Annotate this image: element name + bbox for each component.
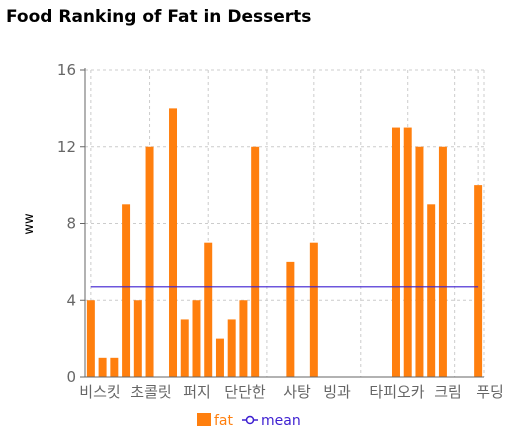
- legend-fat-label: fat: [214, 413, 234, 429]
- bar-7: [169, 108, 178, 377]
- x-tick-label-6: 타피오카: [369, 383, 424, 401]
- grid-lines: [85, 69, 485, 378]
- bar-8: [180, 319, 189, 377]
- bar-30: [438, 146, 447, 377]
- legend-fat-swatch: [197, 413, 211, 426]
- y-tick-label-4: 16: [57, 61, 76, 79]
- bar-0: [86, 300, 95, 377]
- bar-9: [192, 300, 201, 377]
- bar-4: [133, 300, 142, 377]
- axes: [80, 68, 484, 378]
- x-tick-label-4: 사탕: [283, 383, 311, 401]
- bar-3: [122, 204, 131, 377]
- x-tick-label-5: 빙과: [323, 383, 351, 401]
- x-tick-label-3: 단단한: [224, 383, 266, 401]
- legend-mean-marker: [245, 415, 255, 425]
- legend-mean-label: mean: [261, 413, 301, 429]
- x-tick-label-7: 크림: [434, 383, 462, 401]
- bar-19: [309, 242, 318, 377]
- bar-11: [215, 338, 224, 377]
- bar-13: [239, 300, 248, 377]
- y-tick-label-1: 4: [66, 291, 76, 309]
- bar-5: [145, 146, 154, 377]
- y-tick-label-3: 12: [57, 138, 76, 156]
- y-axis-label: ww: [22, 213, 37, 235]
- x-tick-label-0: 비스킷: [79, 383, 120, 401]
- bar-2: [110, 357, 119, 377]
- x-tick-label-8: 푸딩: [476, 383, 504, 401]
- bar-27: [403, 127, 412, 377]
- legend: fat mean: [197, 413, 301, 429]
- y-tick-label-0: 0: [66, 368, 76, 386]
- bar-17: [286, 261, 295, 377]
- x-tick-label-1: 초콜릿: [130, 383, 171, 401]
- bar-29: [427, 204, 436, 377]
- bar-1: [98, 357, 107, 377]
- bar-33: [474, 185, 483, 377]
- y-tick-label-2: 8: [66, 215, 76, 233]
- bar-10: [204, 242, 213, 377]
- bar-12: [227, 319, 236, 377]
- bars: [86, 108, 483, 377]
- bar-28: [415, 146, 424, 377]
- x-tick-labels: 비스킷 초콜릿 퍼지 단단한 사탕 빙과 타피오카 크림 푸딩: [79, 383, 504, 401]
- x-tick-label-2: 퍼지: [183, 383, 211, 401]
- y-tick-labels: 0 4 8 12 16: [57, 61, 76, 386]
- bar-14: [251, 146, 260, 377]
- bar-26: [391, 127, 400, 377]
- chart-title: Food Ranking of Fat in Desserts: [6, 7, 312, 27]
